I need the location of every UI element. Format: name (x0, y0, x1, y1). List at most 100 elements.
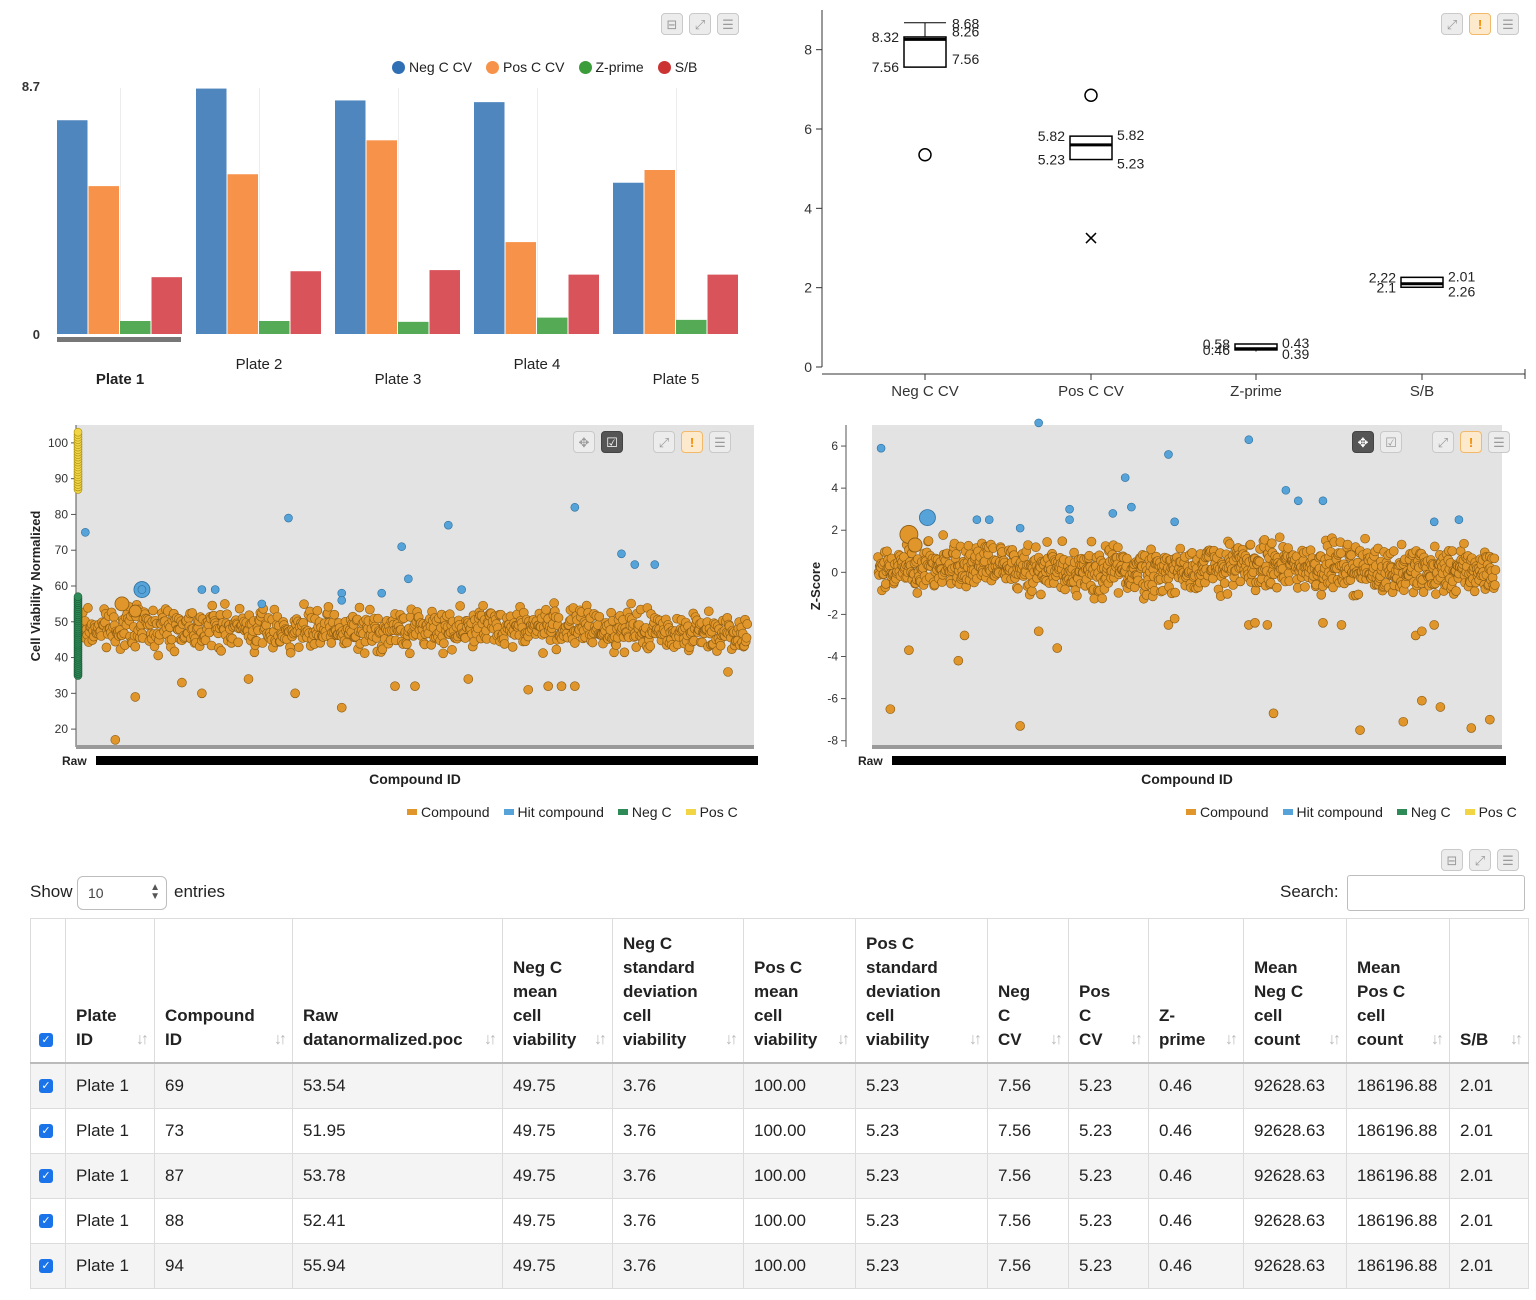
column-header[interactable]: Pos C mean cell viability ↓↑ (743, 918, 856, 1064)
table-cell: Plate 1 (65, 1107, 155, 1154)
sort-icon[interactable]: ↓↑ (1225, 1030, 1238, 1048)
column-header[interactable]: Pos C CV ↓↑ (1068, 918, 1149, 1064)
box-plot-panel: ⤢ ! ☰ 0 2 4 6 8 Neg C CV 8.32 7.56 8.68 8.26 7.56 P… (780, 0, 1536, 400)
menu-icon[interactable]: ☰ (717, 13, 739, 35)
neg-c-point (73, 592, 83, 602)
selected-category-bar (57, 337, 181, 342)
select-check-icon[interactable]: ☑ (601, 431, 623, 453)
column-header[interactable]: Neg C mean cell viability ↓↑ (502, 918, 613, 1064)
sort-icon[interactable]: ↓↑ (1050, 1030, 1063, 1048)
compound-point (1316, 590, 1327, 600)
column-header[interactable]: Mean Pos C cell count ↓↑ (1346, 918, 1450, 1064)
compound-point (336, 702, 347, 713)
table-row[interactable]: ✓ Plate 1 88 52.41 49.75 3.76 100.00 5.23 7.56 5.… (30, 1197, 1529, 1244)
box-label: 8.26 (952, 24, 979, 40)
table-row[interactable]: ✓ Plate 1 87 53.78 49.75 3.76 100.00 5.23 7.56 5.… (30, 1152, 1529, 1199)
sort-icon[interactable]: ↓↑ (1431, 1030, 1444, 1048)
y-tick-label: 50 (55, 615, 69, 629)
hit-compound-point (1244, 435, 1254, 445)
fullscreen-icon[interactable]: ⤢ (653, 431, 675, 453)
column-header[interactable]: Raw datanormalized.poc ↓↑ (292, 918, 503, 1064)
legend-item-neg-c[interactable]: Neg C (617, 804, 672, 820)
column-header[interactable]: Z-prime ↓↑ (1148, 918, 1244, 1064)
sort-icon[interactable]: ↓↑ (725, 1030, 738, 1048)
legend-item-hit-compound[interactable]: Hit compound (503, 804, 604, 820)
compound-point (365, 604, 375, 615)
select-all-checkbox[interactable]: ✓ (39, 1033, 53, 1048)
legend-item-pos-c[interactable]: Pos C (685, 804, 738, 820)
compound-point (405, 648, 415, 659)
select-check-icon[interactable]: ☑ (1380, 431, 1402, 453)
warning-icon[interactable]: ! (1469, 13, 1491, 35)
sort-icon[interactable]: ↓↑ (484, 1030, 497, 1048)
pan-icon[interactable]: ✥ (1352, 431, 1374, 453)
search-input[interactable] (1347, 875, 1525, 911)
compound-point (523, 684, 534, 695)
column-header[interactable]: Plate ID ↓↑ (65, 918, 155, 1064)
row-checkbox[interactable]: ✓ (39, 1079, 53, 1094)
warning-icon[interactable]: ! (1460, 431, 1482, 453)
legend-item-compound[interactable]: Compound (1186, 804, 1269, 820)
compound-point (553, 612, 564, 623)
minimize-icon[interactable]: ⊟ (1441, 849, 1463, 871)
compound-point (294, 642, 304, 653)
legend-item-neg-c[interactable]: Neg C (1396, 804, 1451, 820)
row-checkbox[interactable]: ✓ (39, 1214, 53, 1229)
menu-icon[interactable]: ☰ (1497, 13, 1519, 35)
row-checkbox[interactable]: ✓ (39, 1124, 53, 1139)
legend-item-pos-c[interactable]: Pos C (1464, 804, 1517, 820)
fullscreen-icon[interactable]: ⤢ (1469, 849, 1491, 871)
compound-point (1466, 723, 1477, 733)
fullscreen-icon[interactable]: ⤢ (1432, 431, 1454, 453)
sort-icon[interactable]: ↓↑ (969, 1030, 982, 1048)
legend-item-pos-c-cv[interactable]: Pos C CV (486, 59, 565, 75)
pan-icon[interactable]: ✥ (573, 431, 595, 453)
box-label: 7.56 (952, 51, 979, 67)
menu-icon[interactable]: ☰ (1497, 849, 1519, 871)
legend-item-hit-compound[interactable]: Hit compound (1282, 804, 1383, 820)
column-header[interactable]: Neg C CV ↓↑ (987, 918, 1069, 1064)
minimize-icon[interactable]: ⊟ (661, 13, 683, 35)
column-header[interactable]: Pos C standard deviation cell viability ↓↑ (855, 918, 988, 1064)
page-size-select[interactable]: 10 ▲ ▼ (77, 876, 167, 910)
sort-icon[interactable]: ↓↑ (1130, 1030, 1143, 1048)
menu-icon[interactable]: ☰ (709, 431, 731, 453)
zscore-scatter-plot[interactable]: -8 -6 -4 -2 0 2 4 6 Z-Score Raw Compound ID (780, 415, 1536, 835)
table-cell: 5.23 (855, 1197, 988, 1244)
box-label: 5.82 (1117, 127, 1144, 143)
fullscreen-icon[interactable]: ⤢ (689, 13, 711, 35)
row-checkbox[interactable]: ✓ (39, 1169, 53, 1184)
compound-point (1459, 538, 1469, 549)
sort-icon[interactable]: ↓↑ (274, 1030, 287, 1048)
column-header-label: cell (866, 1005, 895, 1025)
table-row[interactable]: ✓ Plate 1 94 55.94 49.75 3.76 100.00 5.23 7.56 5.… (30, 1242, 1529, 1289)
warning-icon[interactable]: ! (681, 431, 703, 453)
fullscreen-icon[interactable]: ⤢ (1441, 13, 1463, 35)
menu-icon[interactable]: ☰ (1488, 431, 1510, 453)
row-checkbox[interactable]: ✓ (39, 1259, 53, 1274)
column-header[interactable]: Mean Neg C cell count ↓↑ (1243, 918, 1347, 1064)
compound-point (177, 677, 187, 688)
column-header[interactable]: S/B ↓↑ (1449, 918, 1529, 1064)
row-checkbox-cell: ✓ (30, 1107, 66, 1154)
legend-item-compound[interactable]: Compound (407, 804, 490, 820)
compound-point (1042, 537, 1052, 547)
sort-icon[interactable]: ↓↑ (594, 1030, 607, 1048)
box-outlier (918, 148, 932, 162)
legend-item-z-prime[interactable]: Z-prime (578, 59, 644, 75)
column-header[interactable]: Compound ID ↓↑ (154, 918, 293, 1064)
sort-icon[interactable]: ↓↑ (837, 1030, 850, 1048)
viability-scatter-plot[interactable]: 20 30 40 50 60 70 80 90 100 Cell Viability Normal… (0, 415, 770, 835)
legend-item-s-b[interactable]: S/B (657, 59, 697, 75)
legend-item-neg-c-cv[interactable]: Neg C CV (392, 59, 472, 75)
sort-icon[interactable]: ↓↑ (1328, 1030, 1341, 1048)
table-row[interactable]: ✓ Plate 1 69 53.54 49.75 3.76 100.00 5.23 7.56 5.… (30, 1062, 1529, 1109)
sort-icon[interactable]: ↓↑ (1510, 1030, 1523, 1048)
compound-point (1360, 533, 1370, 544)
compound-point (951, 549, 961, 559)
column-header-label: Plate (76, 1005, 117, 1025)
bar-neg-c-cv (57, 120, 88, 334)
column-header[interactable]: Neg C standard deviation cell viability ↓↑ (612, 918, 744, 1064)
table-row[interactable]: ✓ Plate 1 73 51.95 49.75 3.76 100.00 5.23 7.56 5.… (30, 1107, 1529, 1154)
sort-icon[interactable]: ↓↑ (136, 1030, 149, 1048)
